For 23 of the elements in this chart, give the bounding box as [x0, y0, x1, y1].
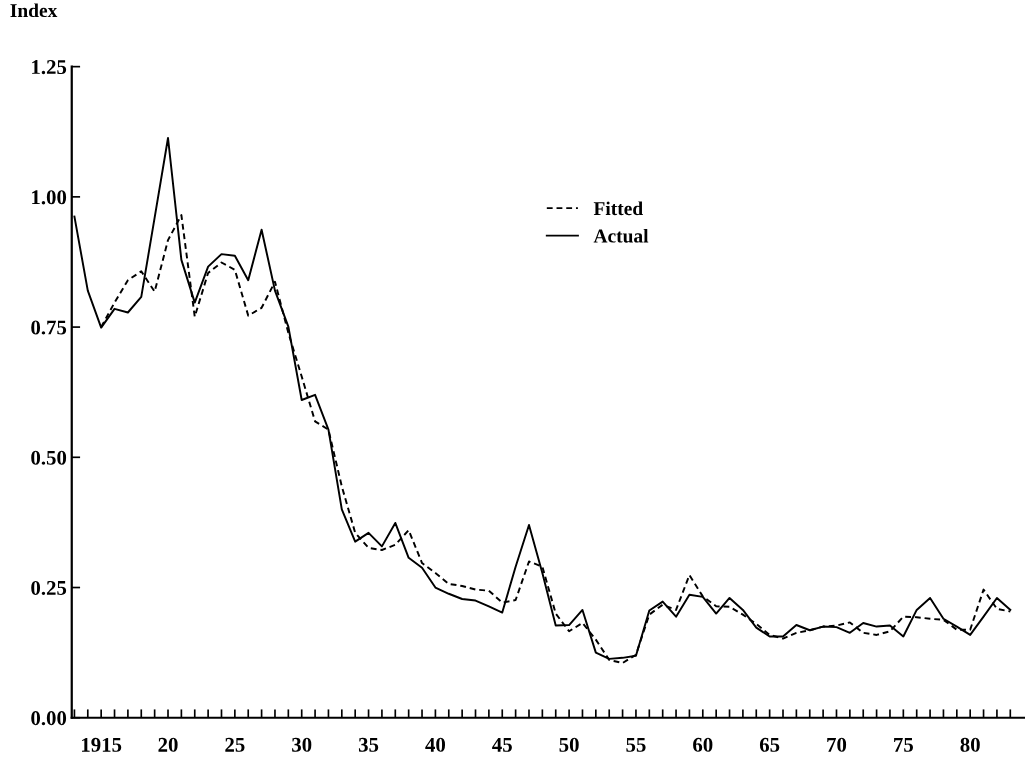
x-tick-label: 75 [894, 738, 913, 752]
x-tick-label: 1915 [82, 737, 122, 752]
legend-label: Actual [593, 228, 649, 243]
x-tick-label: 40 [425, 737, 446, 752]
x-tick-label: 70 [827, 737, 847, 752]
x-tick-label: 60 [693, 737, 713, 752]
x-tick-label: 65 [759, 737, 780, 752]
y-tick-label: 0.75 [31, 320, 67, 335]
x-tick-label: 80 [960, 737, 980, 752]
x-tick-label: 45 [492, 737, 512, 752]
y-tick-label: 1.00 [32, 190, 67, 205]
x-tick-label: 50 [559, 737, 579, 752]
y-tick-label: 0.25 [31, 580, 67, 596]
y-axis-title: Index [10, 3, 58, 18]
y-tick-label: 1.25 [32, 60, 67, 75]
x-tick-label: 30 [292, 737, 312, 752]
x-tick-label: 35 [358, 737, 379, 752]
y-tick-label: 0.50 [31, 450, 67, 465]
x-tick-label: 25 [225, 737, 245, 752]
x-tick-label: 20 [158, 737, 178, 752]
y-tick-label: 0.00 [31, 711, 67, 726]
x-tick-label: 55 [626, 738, 646, 752]
legend-label: Fitted [593, 201, 643, 216]
